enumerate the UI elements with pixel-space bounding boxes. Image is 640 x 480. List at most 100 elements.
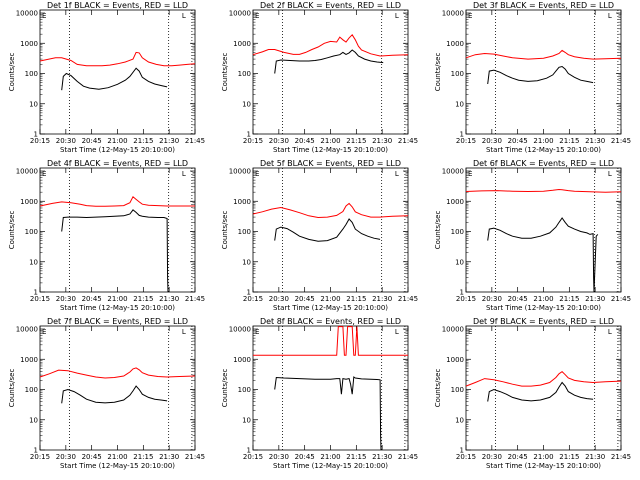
x-tick-label: 21:00 [533,137,553,145]
y-tick-label: 100 [238,70,251,78]
y-tick-label: 10 [242,258,251,266]
x-tick-label: 21:45 [611,453,631,461]
series-line-events [487,65,594,85]
y-tick-label: 10 [242,416,251,424]
x-tick-label: 20:45 [82,295,102,303]
x-tick-label: 21:15 [559,295,579,303]
y-tick-label: 10 [29,258,38,266]
x-axis-label: Start Time (12-May-15 20:10:00) [60,146,175,154]
y-tick-label: 100 [238,386,251,394]
marker-label-L: L [395,328,399,336]
plot-frame [39,325,196,451]
series-line-events [61,385,168,404]
x-tick-label: 21:00 [107,137,127,145]
x-tick-label: 20:15 [243,453,263,461]
y-tick-label: 10000 [16,10,38,18]
y-tick-label: 10000 [229,168,251,176]
x-tick-label: 20:45 [82,453,102,461]
y-tick-label: 1000 [446,40,464,48]
x-tick-label: 21:00 [533,453,553,461]
x-tick-label: 20:15 [456,295,476,303]
x-tick-label: 21:45 [185,137,205,145]
chart-title: Det 2f BLACK = Events, RED = LLD [260,1,401,10]
x-tick-label: 21:30 [372,453,392,461]
x-tick-label: 20:45 [82,137,102,145]
y-tick-label: 10000 [229,326,251,334]
y-tick-label: 1000 [233,198,251,206]
y-tick-label: 1000 [20,198,38,206]
series-line-lld [252,34,409,57]
series-line-events [274,49,384,74]
x-tick-label: 20:15 [243,295,263,303]
series-line-lld [465,370,622,387]
marker-label-L: L [182,328,186,336]
series-line-lld [39,51,196,67]
plot-frame [39,167,196,293]
y-tick-label: 1000 [233,356,251,364]
x-axis-label: Start Time (12-May-15 20:10:00) [273,146,388,154]
x-axis-label: Start Time (12-May-15 20:10:00) [486,462,601,470]
x-tick-label: 20:30 [269,453,289,461]
marker-label-E: E [42,170,46,178]
x-tick-label: 20:30 [56,295,76,303]
x-tick-label: 21:15 [133,295,153,303]
y-tick-label: 100 [25,386,38,394]
chart-title: Det 6f BLACK = Events, RED = LLD [473,159,614,168]
chart-panel-4: Det 4f BLACK = Events, RED = LLD 1 10 100 10… [8,159,205,312]
y-tick-label: 1 [34,131,38,139]
x-axis-label: Start Time (12-May-15 20:10:00) [486,146,601,154]
y-tick-label: 10000 [442,10,464,18]
x-tick-label: 20:15 [30,453,50,461]
y-tick-label: 1000 [446,356,464,364]
x-tick-label: 21:15 [559,453,579,461]
x-tick-label: 20:45 [508,453,528,461]
x-tick-label: 20:30 [56,453,76,461]
series-line-events [487,217,599,293]
marker-label-E: E [255,12,259,20]
y-tick-label: 10 [455,100,464,108]
marker-label-L: L [608,170,612,178]
y-tick-label: 1 [247,131,251,139]
x-tick-label: 21:00 [533,295,553,303]
x-tick-label: 21:30 [159,453,179,461]
x-tick-label: 20:30 [269,295,289,303]
y-tick-label: 10000 [229,10,251,18]
x-tick-label: 21:15 [133,453,153,461]
y-tick-label: 100 [451,386,464,394]
series-line-events [487,381,594,402]
series-line-lld [465,188,622,193]
chart-panel-6: Det 6f BLACK = Events, RED = LLD 1 10 100 10… [434,159,631,312]
y-axis-label: Counts/sec [8,53,16,92]
x-axis-label: Start Time (12-May-15 20:10:00) [486,304,601,312]
x-axis-label: Start Time (12-May-15 20:10:00) [273,462,388,470]
chart-title: Det 4f BLACK = Events, RED = LLD [47,159,188,168]
x-tick-label: 21:30 [159,295,179,303]
chart-title: Det 1f BLACK = Events, RED = LLD [47,1,188,10]
x-tick-label: 21:00 [107,453,127,461]
y-tick-label: 1000 [20,356,38,364]
x-tick-label: 21:00 [107,295,127,303]
plot-frame [252,325,409,451]
x-tick-label: 21:00 [320,453,340,461]
series-line-lld [465,49,622,60]
y-tick-label: 100 [238,228,251,236]
marker-label-E: E [255,328,259,336]
chart-panel-8: Det 8f BLACK = Events, RED = LLD 1 10 100 10… [221,317,418,470]
chart-panel-5: Det 5f BLACK = Events, RED = LLD 1 10 100 10… [221,159,418,312]
y-tick-label: 1 [460,447,464,455]
y-axis-label: Counts/sec [221,369,229,408]
x-tick-label: 21:45 [185,295,205,303]
y-tick-label: 100 [451,228,464,236]
x-tick-label: 20:30 [482,295,502,303]
chart-title: Det 3f BLACK = Events, RED = LLD [473,1,614,10]
plot-frame [465,325,622,451]
marker-label-E: E [42,328,46,336]
series-line-lld [39,196,195,207]
marker-label-E: E [468,170,472,178]
y-axis-label: Counts/sec [434,53,442,92]
y-tick-label: 1000 [20,40,38,48]
x-tick-label: 20:30 [56,137,76,145]
x-tick-label: 21:45 [398,295,418,303]
chart-panel-2: Det 2f BLACK = Events, RED = LLD 1 10 100 10… [221,1,418,154]
